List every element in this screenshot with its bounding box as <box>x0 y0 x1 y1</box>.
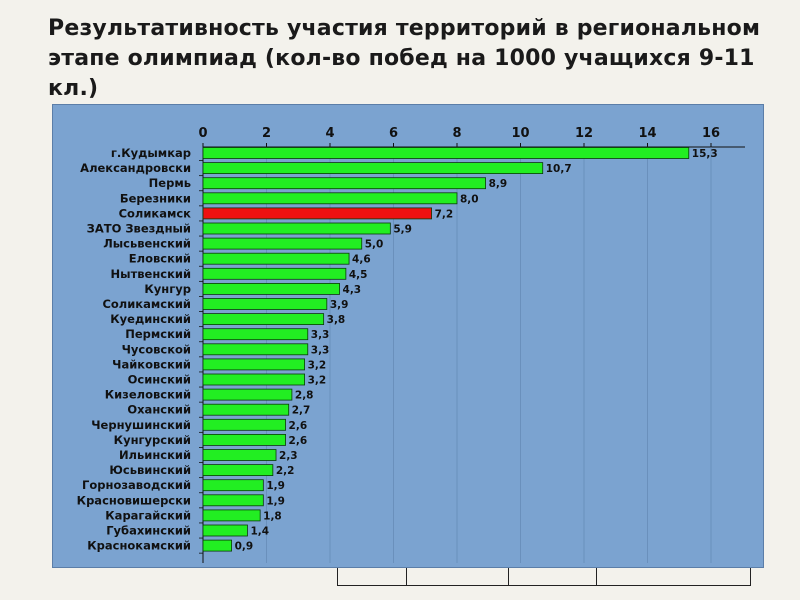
value-label: 1,4 <box>250 526 269 538</box>
bar <box>202 147 690 159</box>
value-label: 10,7 <box>546 163 572 175</box>
category-label: Губахинский <box>106 524 191 538</box>
bar <box>202 464 274 477</box>
value-label: 0,9 <box>235 541 254 553</box>
category-label: Красновишерски <box>77 493 191 507</box>
x-tick-label: 0 <box>198 126 207 141</box>
category-label: Горнозаводский <box>82 478 191 492</box>
value-label: 2,6 <box>289 420 308 432</box>
category-label: Нытвенский <box>111 267 191 281</box>
table-column-divider <box>508 568 509 585</box>
x-tick-label: 8 <box>452 126 461 141</box>
value-label: 4,5 <box>349 269 368 281</box>
value-label: 7,2 <box>435 208 454 220</box>
bar <box>202 449 277 461</box>
value-label: 2,8 <box>295 390 314 402</box>
category-label: Александровски <box>80 161 191 175</box>
value-label: 1,9 <box>266 480 285 492</box>
category-label: Пермь <box>149 176 191 190</box>
category-label: Осинский <box>128 373 191 387</box>
value-label: 8,0 <box>460 193 479 205</box>
bar <box>202 162 544 174</box>
bar <box>202 373 305 386</box>
bar <box>202 524 248 537</box>
value-label: 1,9 <box>266 495 285 507</box>
value-label: 5,0 <box>365 239 384 251</box>
bar <box>202 313 325 326</box>
value-label: 2,2 <box>276 465 295 477</box>
x-tick-label: 4 <box>325 126 334 141</box>
category-label: г.Кудымкар <box>111 146 191 160</box>
x-tick-label: 16 <box>702 126 720 141</box>
category-label: Лысьвенский <box>103 237 191 251</box>
bar <box>202 358 305 371</box>
bar <box>202 282 340 295</box>
bar <box>202 509 261 522</box>
value-label: 1,8 <box>263 510 282 522</box>
bar <box>202 494 264 507</box>
bar <box>202 328 309 341</box>
category-label: Соликамск <box>119 206 192 220</box>
value-label: 3,9 <box>330 299 349 311</box>
x-tick-label: 6 <box>389 126 398 141</box>
category-label: Кизеловский <box>105 388 191 402</box>
bar <box>202 192 458 205</box>
bar-highlighted <box>202 207 433 220</box>
bar <box>202 418 286 431</box>
x-tick-label: 12 <box>575 126 593 141</box>
bar <box>202 252 350 265</box>
category-label: Чайковский <box>112 357 191 371</box>
chart-panel: 0 2 4 6 8 10 12 14 16 г.Кудымкар 15,3 Александровск… <box>52 104 764 568</box>
bar <box>202 539 232 552</box>
category-label: ЗАТО Звездный <box>87 222 191 236</box>
category-label: Карагайский <box>105 508 191 522</box>
bar <box>202 433 286 446</box>
value-label: 4,6 <box>352 254 371 266</box>
category-label: Краснокамский <box>87 539 191 553</box>
bar <box>202 479 264 492</box>
value-label: 3,3 <box>311 329 330 341</box>
bar <box>202 237 363 250</box>
category-label: Кунгур <box>144 282 191 296</box>
category-label: Березники <box>120 191 191 205</box>
category-label: Пермский <box>125 327 191 341</box>
value-label: 2,3 <box>279 450 298 462</box>
value-label: 3,3 <box>311 344 330 356</box>
category-label: Кунгурский <box>114 433 191 447</box>
category-label: Оханский <box>127 403 191 417</box>
table-column-divider <box>406 568 407 585</box>
category-label: Чернушинский <box>91 418 191 432</box>
page-title: Результативность участия территорий в ре… <box>48 16 761 101</box>
bar <box>202 298 328 310</box>
value-label: 4,3 <box>343 284 362 296</box>
value-label: 2,6 <box>289 435 308 447</box>
value-label: 8,9 <box>489 178 508 190</box>
category-label: Юсьвинский <box>109 463 191 477</box>
value-label: 3,2 <box>308 375 327 387</box>
bar <box>202 403 290 416</box>
value-label: 3,2 <box>308 359 327 371</box>
bar <box>202 343 309 356</box>
bar <box>202 388 293 401</box>
x-tick-label: 2 <box>262 126 271 141</box>
category-label: Чусовской <box>122 342 191 356</box>
value-label: 15,3 <box>692 148 718 160</box>
category-label: Ильинский <box>119 448 191 462</box>
value-label: 5,9 <box>393 224 412 236</box>
bar <box>202 222 391 235</box>
bar <box>202 267 347 280</box>
value-label: 2,7 <box>292 405 311 417</box>
bar-chart: 0 2 4 6 8 10 12 14 16 г.Кудымкар 15,3 Александровск… <box>77 126 745 563</box>
bar <box>202 177 486 190</box>
category-label: Еловский <box>129 252 191 266</box>
background-table-fragment <box>337 568 751 586</box>
x-tick-label: 14 <box>638 126 656 141</box>
table-column-divider <box>596 568 597 585</box>
x-tick-label: 10 <box>511 126 529 141</box>
category-label: Соликамский <box>102 297 191 311</box>
value-label: 3,8 <box>327 314 346 326</box>
category-label: Куединский <box>110 312 191 326</box>
